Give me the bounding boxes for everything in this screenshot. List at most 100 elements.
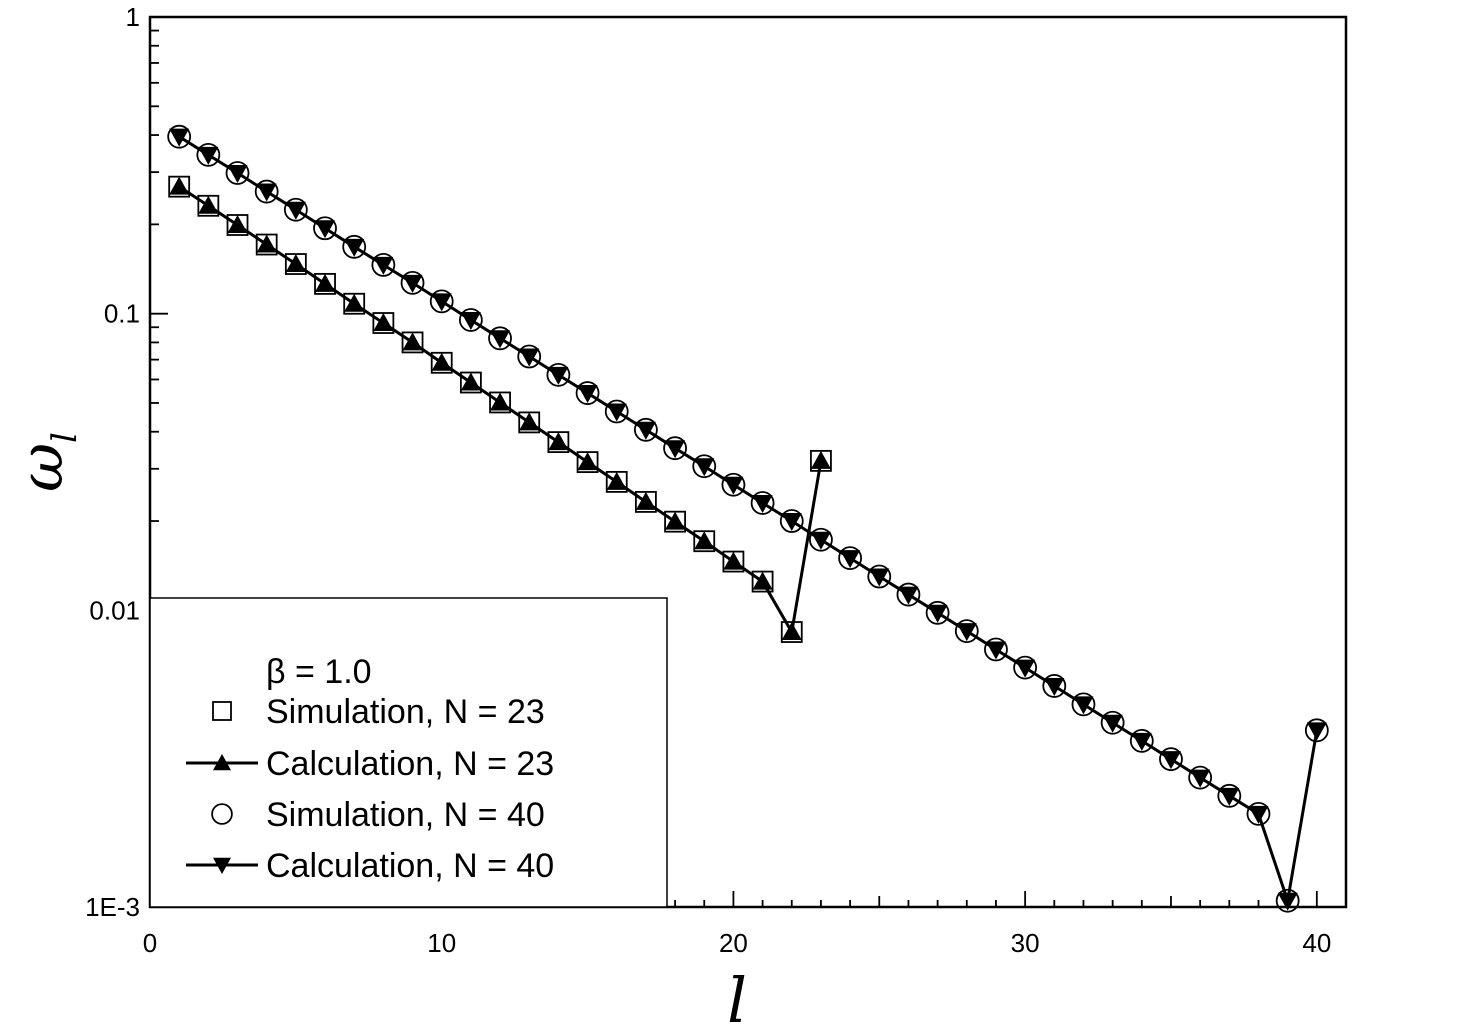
legend-items: Simulation, N = 23 Calculation, N = 23 Sim… bbox=[186, 693, 554, 885]
data-point bbox=[781, 622, 802, 641]
data-point bbox=[1190, 769, 1211, 788]
data-point bbox=[198, 146, 219, 165]
data-point bbox=[546, 362, 571, 387]
legend-item: Simulation, N = 23 bbox=[212, 693, 545, 731]
data-point bbox=[838, 546, 862, 570]
data-point bbox=[810, 531, 831, 550]
y-axis-label-main: ω bbox=[7, 443, 77, 492]
series-2 bbox=[167, 124, 1329, 913]
legend-label: Simulation, N = 40 bbox=[266, 796, 545, 834]
data-point bbox=[373, 256, 394, 275]
data-point bbox=[490, 330, 511, 349]
data-point bbox=[256, 234, 277, 253]
data-point bbox=[665, 511, 686, 530]
data-point bbox=[577, 385, 598, 404]
x-axis-label: l bbox=[727, 964, 747, 1028]
data-point bbox=[635, 421, 656, 440]
legend-box bbox=[149, 597, 668, 908]
legend-label: Simulation, N = 23 bbox=[266, 693, 545, 731]
data-point bbox=[1100, 710, 1125, 735]
data-point bbox=[1188, 765, 1213, 790]
data-point bbox=[548, 366, 569, 385]
data-point bbox=[517, 344, 542, 369]
x-tick-label: 20 bbox=[719, 928, 748, 958]
data-point bbox=[283, 197, 308, 222]
data-point bbox=[606, 403, 627, 422]
data-point bbox=[548, 432, 569, 451]
data-point bbox=[344, 238, 365, 257]
legend-marker bbox=[213, 857, 231, 874]
data-point bbox=[1013, 655, 1038, 680]
data-point bbox=[1248, 805, 1269, 824]
series-line bbox=[178, 135, 1319, 902]
data-point bbox=[373, 313, 394, 332]
data-point bbox=[431, 352, 452, 371]
data-point bbox=[752, 495, 773, 514]
axis-tick-labels: 0 10 20 30 40 1E-3 0.01 0.1 1 bbox=[85, 2, 1331, 958]
y-axis-label-sub: l bbox=[45, 432, 85, 443]
data-point bbox=[1217, 783, 1242, 808]
series-3 bbox=[169, 128, 1327, 911]
data-point bbox=[225, 161, 250, 185]
data-point bbox=[867, 564, 892, 589]
data-point bbox=[604, 399, 629, 424]
data-point bbox=[840, 550, 861, 569]
data-point bbox=[606, 471, 627, 490]
data-point bbox=[750, 491, 775, 515]
data-point bbox=[1277, 892, 1298, 911]
legend-marker bbox=[211, 803, 233, 825]
data-point bbox=[779, 509, 804, 533]
x-tick-label: 0 bbox=[143, 928, 157, 958]
data-point bbox=[781, 513, 802, 532]
data-point bbox=[1219, 787, 1240, 806]
y-tick-label: 0.1 bbox=[104, 299, 140, 329]
legend-marker bbox=[213, 754, 231, 771]
data-point bbox=[1306, 722, 1327, 741]
series-1 bbox=[169, 176, 831, 641]
data-point bbox=[721, 472, 746, 497]
data-point bbox=[402, 274, 423, 293]
data-point bbox=[431, 293, 452, 312]
svg-text:ωl: ωl bbox=[7, 432, 85, 492]
data-point bbox=[197, 194, 220, 217]
data-point bbox=[869, 568, 890, 587]
data-point bbox=[925, 600, 950, 625]
data-point bbox=[985, 641, 1006, 660]
data-point bbox=[285, 254, 306, 273]
data-point bbox=[984, 637, 1008, 662]
data-point bbox=[1246, 801, 1271, 826]
legend: β = 1.0 Simulation, N = 23 Calculation, N… bbox=[149, 597, 668, 908]
data-point bbox=[519, 412, 540, 431]
data-point bbox=[723, 476, 744, 495]
data-point bbox=[460, 312, 481, 331]
data-point bbox=[723, 551, 744, 570]
data-point bbox=[927, 604, 948, 623]
legend-item: Calculation, N = 23 bbox=[186, 745, 554, 783]
x-tick-label: 10 bbox=[427, 928, 456, 958]
data-point bbox=[519, 348, 540, 367]
data-point bbox=[169, 176, 190, 195]
data-point bbox=[663, 436, 687, 461]
series-layer bbox=[167, 124, 1329, 913]
data-point bbox=[313, 216, 337, 241]
data-point bbox=[665, 440, 686, 459]
data-point bbox=[254, 179, 279, 204]
x-tick-label: 30 bbox=[1011, 928, 1040, 958]
data-point bbox=[460, 372, 481, 391]
data-point bbox=[402, 332, 423, 351]
data-point bbox=[227, 215, 248, 234]
data-point bbox=[256, 183, 277, 202]
data-point bbox=[458, 308, 483, 332]
legend-label: Calculation, N = 40 bbox=[266, 847, 554, 885]
data-point bbox=[1071, 692, 1096, 717]
data-point bbox=[896, 582, 921, 607]
data-point bbox=[752, 571, 773, 590]
data-point bbox=[227, 164, 248, 183]
data-point bbox=[167, 124, 192, 149]
data-point bbox=[954, 619, 979, 644]
data-point bbox=[634, 417, 658, 442]
data-point bbox=[371, 253, 396, 277]
data-point bbox=[1275, 888, 1300, 913]
data-point bbox=[694, 458, 715, 477]
